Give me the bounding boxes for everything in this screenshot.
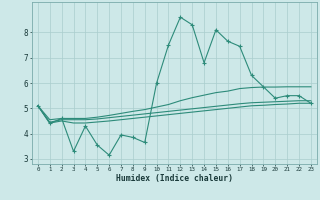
X-axis label: Humidex (Indice chaleur): Humidex (Indice chaleur) xyxy=(116,174,233,183)
